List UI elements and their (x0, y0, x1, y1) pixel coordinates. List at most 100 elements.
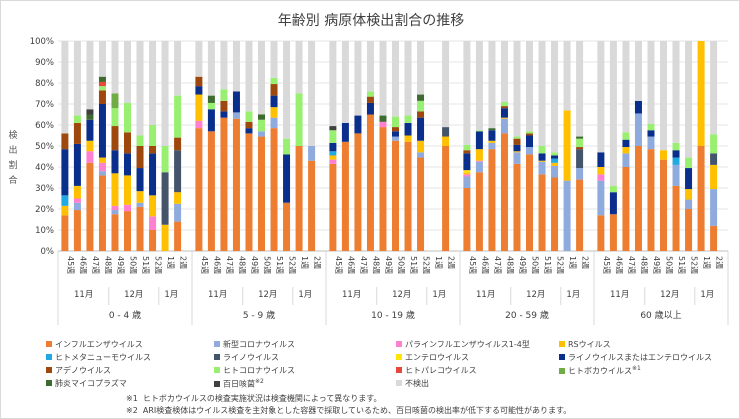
legend-swatch (46, 341, 52, 347)
bar-segment (258, 131, 266, 137)
bar-segment (526, 131, 534, 134)
legend-label: ヒトパレコウイルス (405, 366, 477, 375)
bar-segment (174, 203, 182, 222)
bar-segment (672, 142, 680, 151)
x-tick-label-week: 52週 (556, 256, 565, 274)
bar-segment (341, 122, 349, 142)
bar-segment (295, 146, 303, 251)
x-tick-label-week: 52週 (154, 256, 163, 274)
bar-segment (500, 118, 508, 134)
y-tick-label: 70% (35, 100, 54, 110)
bar-segment (98, 157, 106, 163)
bar-segment (622, 41, 630, 133)
bar-segment (710, 41, 718, 135)
x-tick-label-month: 11月 (610, 290, 629, 300)
x-tick-label-month: 12月 (124, 290, 143, 300)
bar-segment (124, 204, 132, 212)
bar-segment (379, 41, 387, 116)
bar-segment (697, 41, 705, 146)
bar-segment (513, 151, 521, 153)
bar-segment (576, 147, 584, 150)
y-tick-label: 50% (35, 142, 54, 152)
bar-segment (308, 160, 316, 251)
bar-segment (136, 41, 144, 136)
x-tick-label-week: 45週 (602, 256, 611, 274)
x-tick-label-week: 48週 (639, 256, 648, 274)
bar-segment (86, 109, 94, 115)
x-tick-label-week: 51週 (543, 256, 552, 274)
bar-segment (149, 153, 157, 196)
bar-segment (195, 41, 203, 77)
bar-segment (488, 128, 496, 131)
bar-segment (379, 121, 387, 128)
bar-segment (647, 149, 655, 251)
x-tick-label-week: 50週 (531, 256, 540, 274)
bar-segment (329, 151, 337, 156)
bar-segment (354, 133, 362, 251)
x-tick-label-week: 51週 (141, 256, 150, 274)
x-tick-label-week: 49週 (652, 256, 661, 274)
bar-segment (98, 175, 106, 251)
bar-segment (463, 176, 471, 188)
bar-segment (207, 109, 215, 132)
bar-segment (98, 76, 106, 82)
x-tick-label-week: 49週 (116, 256, 125, 274)
bar-segment (366, 114, 374, 251)
x-tick-label-week: 50週 (129, 256, 138, 274)
x-tick-label-age-group: 20 - 59 歳 (505, 309, 549, 321)
legend-item: アデノウイルス (46, 365, 111, 376)
x-tick-label-week: 45週 (66, 256, 75, 274)
legend-swatch (214, 354, 220, 360)
bar-segment (161, 172, 169, 225)
y-tick-label: 60% (35, 121, 54, 131)
x-tick-label-week: 1週 (702, 256, 711, 269)
x-tick-label-week: 2週 (581, 256, 590, 269)
bar-segment (647, 123, 655, 131)
bar-segment (597, 215, 605, 251)
bar-segment (73, 41, 81, 116)
bar-segment (634, 146, 642, 251)
bar-segment (258, 114, 266, 120)
bar-segment (500, 108, 508, 118)
bar-segment (685, 168, 693, 190)
bar-segment (647, 130, 655, 137)
bar-segment (417, 117, 425, 141)
bar-segment (710, 164, 718, 190)
bar-segment (488, 142, 496, 150)
bar-segment (245, 41, 253, 112)
bar-segment (366, 91, 374, 97)
bar-segment (404, 115, 412, 123)
bar-segment (149, 146, 157, 154)
bar-segment (195, 76, 203, 87)
bar-segment (86, 151, 94, 163)
bar-segment (463, 172, 471, 175)
x-tick-label-week: 45週 (200, 256, 209, 274)
x-tick-label-week: 47週 (627, 256, 636, 274)
legend-note-mark: ※2 (255, 378, 264, 385)
bar-segment (174, 192, 182, 204)
bar-segment (341, 141, 349, 251)
bar-segment (685, 157, 693, 169)
bar-segment (366, 96, 374, 103)
bar-segment (475, 161, 483, 173)
bar-segment (551, 158, 559, 163)
bar-segment (329, 126, 337, 131)
bar-segment (551, 155, 559, 159)
bar-segment (111, 126, 119, 151)
x-tick-label-week: 1週 (434, 256, 443, 269)
legend-label: ライノウイルスまたはエンテロウイルス (568, 353, 712, 362)
bar-segment (697, 146, 705, 251)
bar-segment (195, 128, 203, 251)
bar-segment (622, 167, 630, 251)
legend-swatch (559, 367, 565, 374)
bar-segment (500, 117, 508, 119)
bar-segment (245, 111, 253, 122)
bar-segment (513, 152, 521, 164)
bar-segment (672, 41, 680, 143)
bar-segment (73, 202, 81, 211)
bar-segment (622, 153, 630, 167)
x-tick-label-month: 11月 (74, 290, 93, 300)
bar-segment (442, 136, 450, 146)
legend-item: ヒトコロナウイルス (214, 365, 295, 376)
